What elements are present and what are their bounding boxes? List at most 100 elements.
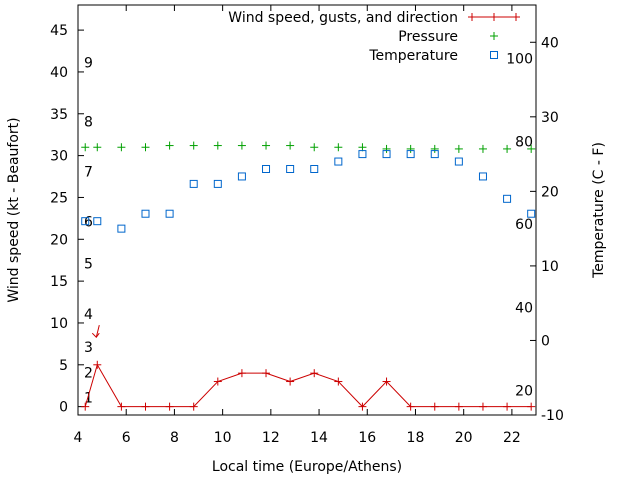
pressure-point xyxy=(382,144,391,153)
temperature-point xyxy=(334,157,343,166)
fahrenheit-label: 80 xyxy=(515,134,533,150)
legend-label: Wind speed, gusts, and direction xyxy=(228,10,458,26)
pressure-point xyxy=(503,144,512,153)
x-tick-label: 12 xyxy=(262,430,280,446)
fahrenheit-label: 40 xyxy=(515,301,533,317)
legend-wind-marker-right xyxy=(512,13,520,21)
temperature-point xyxy=(213,179,222,188)
legend-label: Pressure xyxy=(398,29,458,45)
y-tick-label: 25 xyxy=(50,190,68,206)
temperature-point xyxy=(262,165,271,173)
pressure-point xyxy=(262,141,271,150)
pressure-point xyxy=(430,144,439,153)
x-tick-label: 16 xyxy=(358,430,376,446)
legend: Wind speed, gusts, and direction Pressure… xyxy=(228,10,520,64)
pressure-point xyxy=(527,144,536,153)
temperature-point xyxy=(93,217,102,226)
wind-point xyxy=(430,402,439,411)
temperature-point xyxy=(406,150,415,159)
wind-point xyxy=(93,360,102,369)
legend-wind-marker xyxy=(490,13,498,21)
wind-point xyxy=(454,402,463,411)
pressure-point xyxy=(454,144,463,153)
temperature-point xyxy=(358,150,367,159)
temperature-point xyxy=(382,150,391,159)
y-tick-label: 40 xyxy=(50,65,68,81)
y2-tick-label: 30 xyxy=(541,110,559,126)
wind-point xyxy=(358,402,367,411)
legend-label: Temperature xyxy=(368,48,458,64)
temperature-point xyxy=(237,172,246,181)
y-axis-title: Wind speed (kt - Beaufort) xyxy=(6,117,22,302)
temperature-point xyxy=(141,209,150,218)
pressure-point xyxy=(81,143,90,152)
wind-point xyxy=(478,402,487,411)
pressure-point xyxy=(310,143,319,152)
temperature-point xyxy=(310,165,319,173)
y-tick-label: 20 xyxy=(50,232,68,248)
x-tick-label: 20 xyxy=(455,430,473,446)
y-tick-label: 35 xyxy=(50,107,68,123)
beaufort-label: 8 xyxy=(84,114,93,130)
beaufort-label: 2 xyxy=(84,365,93,381)
wind-point xyxy=(334,377,343,386)
pressure-point xyxy=(117,143,126,152)
pressure-point xyxy=(165,141,174,150)
pressure-point xyxy=(93,143,102,152)
temperature-point xyxy=(478,172,487,181)
wind-series-line xyxy=(84,363,532,408)
beaufort-label: 5 xyxy=(84,257,93,273)
temperature-point xyxy=(189,179,198,188)
x-tick-label: 4 xyxy=(74,430,83,446)
beaufort-label: 9 xyxy=(84,56,93,72)
wind-direction-arrow xyxy=(95,325,100,338)
temperature-point xyxy=(117,224,126,233)
pressure-point xyxy=(358,143,367,152)
y2-tick-label: 20 xyxy=(541,184,559,200)
y-tick-label: 30 xyxy=(50,149,68,165)
temperature-point xyxy=(503,194,512,203)
y-tick-label: 10 xyxy=(50,316,68,332)
y2-tick-label: 0 xyxy=(541,333,550,349)
y2-tick-label: -10 xyxy=(541,408,564,424)
fahrenheit-label: 60 xyxy=(515,217,533,233)
x-tick-label: 18 xyxy=(407,430,425,446)
fahrenheit-label: 20 xyxy=(515,383,533,399)
legend-temperature-marker xyxy=(490,51,498,59)
pressure-point xyxy=(213,141,222,150)
y-tick-label: 0 xyxy=(59,400,68,416)
wind-point xyxy=(262,369,271,378)
x-tick-label: 14 xyxy=(310,430,328,446)
pressure-point xyxy=(406,144,415,153)
temperature-point xyxy=(430,150,439,159)
y2-tick-label: 10 xyxy=(541,259,559,275)
pressure-point xyxy=(189,141,198,150)
x-tick-label: 22 xyxy=(503,430,521,446)
pressure-point xyxy=(286,141,295,150)
wind-point xyxy=(81,402,90,411)
y2-tick-label: 40 xyxy=(541,35,559,51)
wind-point xyxy=(310,369,319,378)
wind-point xyxy=(117,402,126,411)
x-tick-label: 6 xyxy=(122,430,131,446)
wind-point xyxy=(286,377,295,386)
y2-axis-title: Temperature (C - F) xyxy=(591,142,607,279)
pressure-point xyxy=(478,144,487,153)
beaufort-label: 4 xyxy=(84,307,93,323)
plot-frame xyxy=(77,4,537,416)
temperature-point xyxy=(454,157,463,166)
wind-point xyxy=(237,369,246,378)
wind-point xyxy=(189,402,198,411)
legend-wind-marker-left xyxy=(468,13,476,21)
wind-point xyxy=(141,402,150,411)
fahrenheit-label: 100 xyxy=(506,52,533,68)
y-tick-label: 45 xyxy=(50,23,68,39)
x-tick-label: 8 xyxy=(170,430,179,446)
x-tick-label: 10 xyxy=(214,430,232,446)
wind-point xyxy=(406,402,415,411)
beaufort-label: 7 xyxy=(84,165,93,181)
temperature-point xyxy=(165,209,174,218)
pressure-point xyxy=(141,143,150,152)
